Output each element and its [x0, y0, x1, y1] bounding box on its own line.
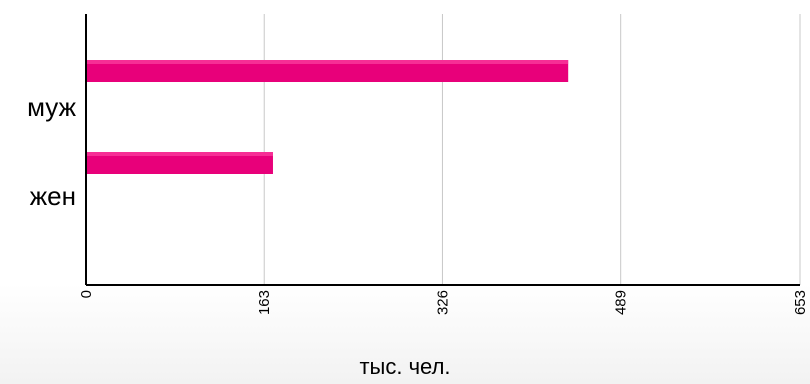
bar-0	[86, 60, 569, 82]
category-labels: муж жен	[27, 92, 76, 211]
x-tick-labels: 0 163 326 489 653	[78, 290, 809, 315]
x-tick-label: 489	[613, 290, 630, 315]
category-label: муж	[27, 92, 76, 122]
x-tick-label: 163	[256, 290, 273, 315]
gridlines	[263, 14, 801, 285]
bars	[86, 60, 569, 174]
x-tick-label: 0	[78, 290, 95, 298]
x-tick-label: 653	[792, 290, 809, 315]
bar-highlight	[86, 60, 569, 64]
x-axis-title: тыс. чел.	[359, 354, 450, 379]
bar-1	[86, 152, 273, 174]
x-tick-label: 326	[434, 290, 451, 315]
axes	[85, 14, 800, 286]
category-label: жен	[30, 181, 76, 211]
bar-highlight	[86, 152, 273, 156]
